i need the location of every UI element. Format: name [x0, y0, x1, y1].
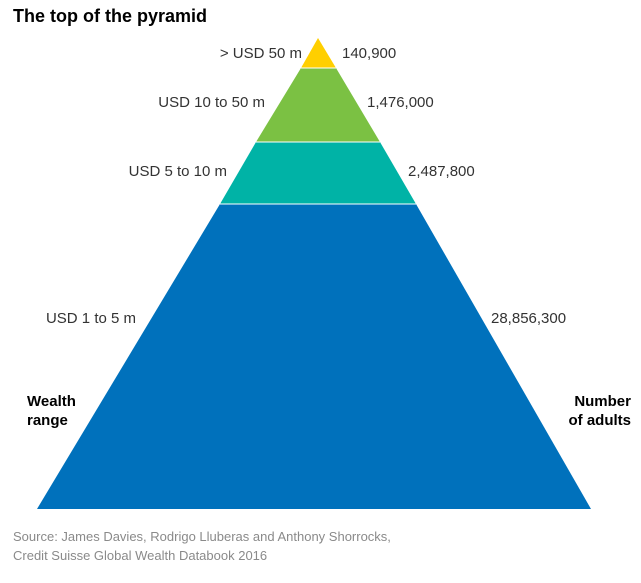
pyramid-tier-10-to-50m	[256, 68, 380, 142]
source-line1: Source: James Davies, Rodrigo Lluberas a…	[13, 529, 391, 544]
pyramid-tier-over-50m	[301, 38, 336, 68]
source-line2: Credit Suisse Global Wealth Databook 201…	[13, 548, 268, 563]
adults-label-1-to-5m: 28,856,300	[491, 310, 567, 327]
number-of-adults-axis-title: Number of adults	[569, 392, 632, 430]
range-label-10-to-50m: USD 10 to 50 m	[158, 94, 265, 111]
number-of-adults-title-line1: Number	[574, 393, 631, 410]
source-note: Source: James Davies, Rodrigo Lluberas a…	[13, 527, 391, 565]
wealth-range-axis-title: Wealth range	[27, 392, 76, 430]
adults-label-5-to-10m: 2,487,800	[408, 163, 475, 180]
range-label-5-to-10m: USD 5 to 10 m	[128, 163, 227, 180]
adults-label-over-50m: 140,900	[342, 45, 397, 62]
wealth-range-title-line1: Wealth	[27, 393, 76, 410]
chart-title: The top of the pyramid	[13, 6, 208, 26]
number-of-adults-title-line2: of adults	[568, 412, 632, 429]
range-label-1-to-5m: USD 1 to 5 m	[45, 310, 136, 327]
range-label-over-50m: > USD 50 m	[219, 45, 302, 62]
pyramid-tier-1-to-5m	[37, 204, 591, 509]
pyramid-tier-5-to-10m	[220, 142, 416, 204]
wealth-range-title-line2: range	[27, 412, 68, 429]
adults-label-10-to-50m: 1,476,000	[367, 94, 434, 111]
